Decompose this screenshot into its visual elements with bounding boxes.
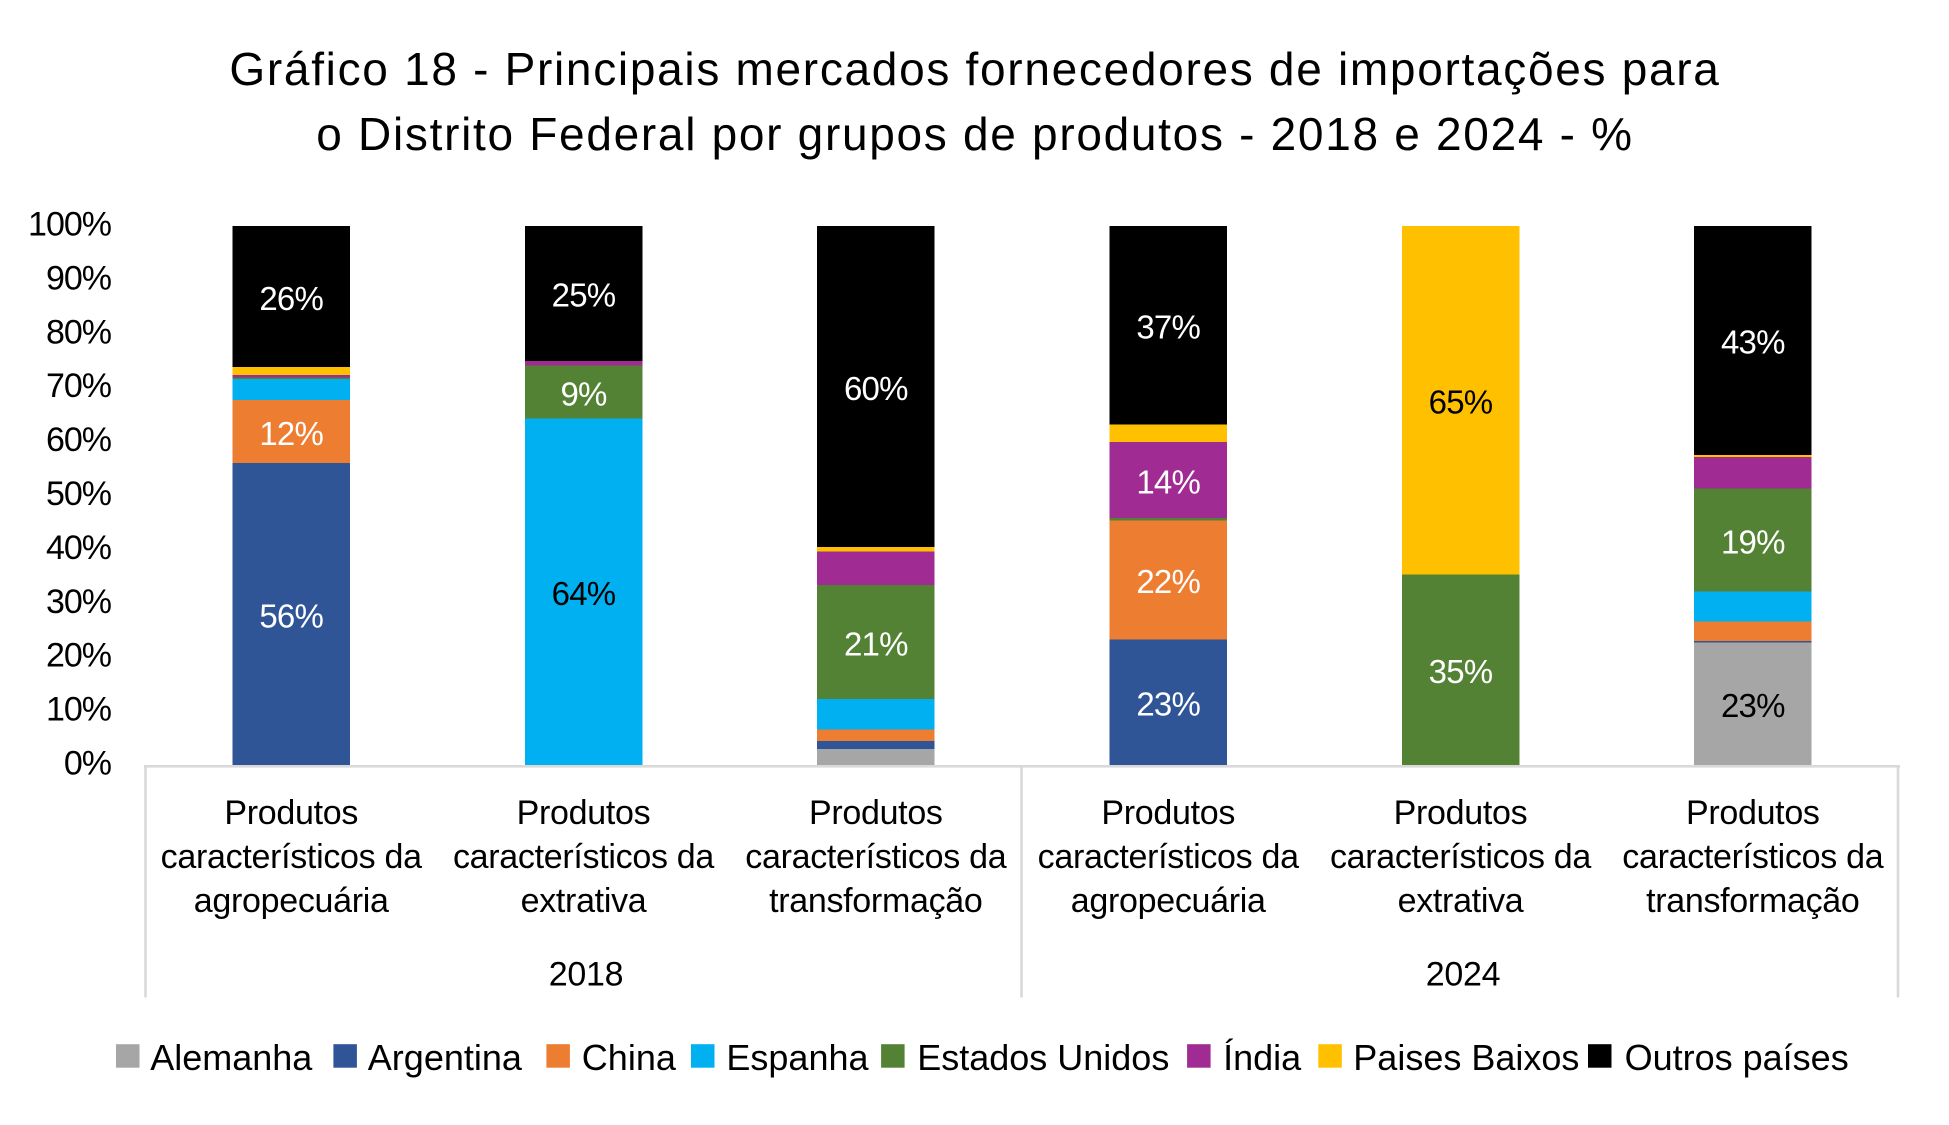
svg-text:43%: 43% bbox=[1721, 324, 1785, 361]
svg-text:Espanha: Espanha bbox=[726, 1037, 869, 1078]
svg-text:Outros países: Outros países bbox=[1625, 1037, 1849, 1078]
svg-text:característicos da: característicos da bbox=[1622, 838, 1883, 876]
svg-text:Alemanha: Alemanha bbox=[150, 1037, 313, 1078]
svg-text:23%: 23% bbox=[1721, 687, 1785, 724]
svg-text:característicos da: característicos da bbox=[453, 838, 714, 876]
svg-text:agropecuária: agropecuária bbox=[1071, 882, 1266, 920]
svg-text:extrativa: extrativa bbox=[1398, 882, 1524, 920]
svg-text:transformação: transformação bbox=[769, 882, 982, 920]
svg-text:Argentina: Argentina bbox=[368, 1037, 523, 1078]
svg-text:20%: 20% bbox=[46, 637, 112, 675]
svg-text:65%: 65% bbox=[1429, 384, 1493, 421]
svg-text:0%: 0% bbox=[64, 745, 112, 783]
svg-text:extrativa: extrativa bbox=[521, 882, 647, 920]
svg-text:o Distrito Federal por grupos: o Distrito Federal por grupos de produto… bbox=[316, 108, 1633, 160]
svg-text:Estados Unidos: Estados Unidos bbox=[917, 1037, 1169, 1078]
svg-text:Produtos: Produtos bbox=[809, 794, 943, 832]
svg-text:25%: 25% bbox=[552, 277, 616, 314]
svg-text:China: China bbox=[582, 1037, 677, 1078]
svg-text:Produtos: Produtos bbox=[1394, 794, 1528, 832]
svg-text:característicos da: característicos da bbox=[1038, 838, 1299, 876]
svg-text:70%: 70% bbox=[46, 367, 112, 405]
svg-text:35%: 35% bbox=[1429, 653, 1493, 690]
svg-text:56%: 56% bbox=[259, 597, 323, 634]
svg-text:agropecuária: agropecuária bbox=[194, 882, 389, 920]
svg-text:transformação: transformação bbox=[1646, 882, 1859, 920]
svg-text:37%: 37% bbox=[1136, 309, 1200, 346]
svg-text:64%: 64% bbox=[552, 575, 616, 612]
svg-text:característicos da: característicos da bbox=[1330, 838, 1591, 876]
svg-text:14%: 14% bbox=[1136, 463, 1200, 500]
svg-text:Produtos: Produtos bbox=[517, 794, 651, 832]
svg-text:12%: 12% bbox=[259, 415, 323, 452]
svg-text:2024: 2024 bbox=[1426, 956, 1500, 994]
svg-text:60%: 60% bbox=[844, 370, 908, 407]
svg-text:80%: 80% bbox=[46, 313, 112, 351]
svg-text:10%: 10% bbox=[46, 691, 112, 729]
svg-text:Produtos: Produtos bbox=[1686, 794, 1820, 832]
svg-text:característicos da: característicos da bbox=[161, 838, 422, 876]
svg-text:22%: 22% bbox=[1136, 563, 1200, 600]
svg-text:90%: 90% bbox=[46, 259, 112, 297]
svg-text:9%: 9% bbox=[560, 375, 607, 412]
svg-text:característicos da: característicos da bbox=[745, 838, 1006, 876]
svg-text:40%: 40% bbox=[46, 529, 112, 567]
svg-text:Índia: Índia bbox=[1223, 1037, 1302, 1078]
svg-text:21%: 21% bbox=[844, 625, 908, 662]
svg-text:19%: 19% bbox=[1721, 523, 1785, 560]
svg-text:50%: 50% bbox=[46, 475, 112, 513]
svg-text:100%: 100% bbox=[28, 206, 112, 244]
svg-text:Produtos: Produtos bbox=[224, 794, 358, 832]
svg-text:23%: 23% bbox=[1136, 686, 1200, 723]
svg-text:60%: 60% bbox=[46, 421, 112, 459]
svg-text:26%: 26% bbox=[259, 280, 323, 317]
svg-text:Produtos: Produtos bbox=[1101, 794, 1235, 832]
svg-text:Paises Baixos: Paises Baixos bbox=[1353, 1037, 1579, 1078]
svg-text:2018: 2018 bbox=[549, 956, 623, 994]
svg-text:Gráfico 18 - Principais mercad: Gráfico 18 - Principais mercados fornece… bbox=[229, 43, 1720, 95]
svg-text:30%: 30% bbox=[46, 583, 112, 621]
